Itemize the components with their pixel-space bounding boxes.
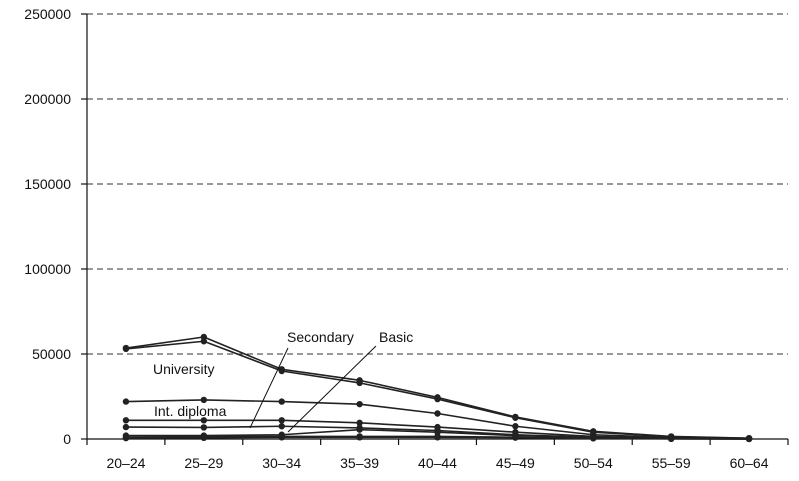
leader-basic <box>287 345 377 433</box>
x-tick-label-7: 55–59 <box>652 455 691 471</box>
x-tick-label-4: 40–44 <box>418 455 457 471</box>
data-point-s1-0 <box>122 345 130 353</box>
x-tick-label-8: 60–64 <box>730 455 769 471</box>
x-tick-labels: 20–24 25–29 30–34 35–39 40–44 45–49 50–54 55–59… <box>106 455 768 471</box>
data-point-s4-1 <box>200 424 208 431</box>
data-point-s3-0 <box>122 417 130 424</box>
data-point-s3-1 <box>200 417 208 424</box>
data-point-s7-7 <box>667 435 675 443</box>
data-point-s7-0 <box>122 434 130 442</box>
data-point-s2-2 <box>278 398 285 405</box>
x-tick-label-1: 25–29 <box>184 455 223 471</box>
annotation-basic: Basic <box>379 329 413 345</box>
y-tick-label-2: 100000 <box>24 261 71 277</box>
annotations: Secondary Basic University Int. diploma <box>153 329 413 433</box>
grid-lines <box>87 13 788 355</box>
annotation-int-diploma: Int. diploma <box>154 403 227 419</box>
y-tick-label-0: 0 <box>63 431 71 447</box>
x-tick-label-5: 45–49 <box>496 455 535 471</box>
data-point-s7-6 <box>590 435 597 442</box>
data-point-s7-8 <box>745 435 753 443</box>
data-point-s5-3 <box>356 426 363 433</box>
y-tick-label-3: 150000 <box>24 176 71 192</box>
x-tick-label-3: 35–39 <box>340 455 379 471</box>
x-tick-label-0: 20–24 <box>106 455 145 471</box>
data-point-s7-1 <box>200 434 208 442</box>
data-point-s7-3 <box>356 434 363 441</box>
data-point-s7-4 <box>434 434 441 441</box>
data-point-s1-2 <box>278 367 285 375</box>
x-tick-label-6: 50–54 <box>574 455 613 471</box>
x-tick-label-2: 30–34 <box>262 455 301 471</box>
axes <box>81 13 789 445</box>
data-point-s2-4 <box>434 410 441 417</box>
data-points <box>122 333 753 443</box>
series-line-1 <box>125 340 750 440</box>
y-tick-label-4: 200000 <box>24 91 71 107</box>
data-point-s2-1 <box>200 396 208 404</box>
y-tick-label-5: 250000 <box>24 6 71 22</box>
data-point-s7-5 <box>512 434 519 441</box>
annotation-secondary: Secondary <box>287 329 354 345</box>
series-lines <box>125 336 750 440</box>
data-point-s3-3 <box>356 419 363 427</box>
data-point-s1-3 <box>356 379 363 387</box>
data-point-s3-2 <box>278 417 285 424</box>
data-point-s7-2 <box>278 434 285 441</box>
data-point-s4-0 <box>122 423 130 431</box>
data-point-s2-0 <box>122 398 130 405</box>
series-line-0 <box>125 336 750 439</box>
data-point-s2-3 <box>356 400 363 408</box>
y-tick-label-1: 50000 <box>32 346 71 362</box>
data-point-s1-1 <box>200 338 208 345</box>
data-point-s2-5 <box>512 423 519 430</box>
data-point-s4-2 <box>278 423 285 430</box>
y-tick-labels: 0 50000 100000 150000 200000 250000 <box>24 6 71 447</box>
data-point-s1-5 <box>512 414 519 421</box>
leader-secondary <box>249 347 289 429</box>
annotation-university: University <box>153 361 214 377</box>
data-point-s1-4 <box>434 395 441 403</box>
